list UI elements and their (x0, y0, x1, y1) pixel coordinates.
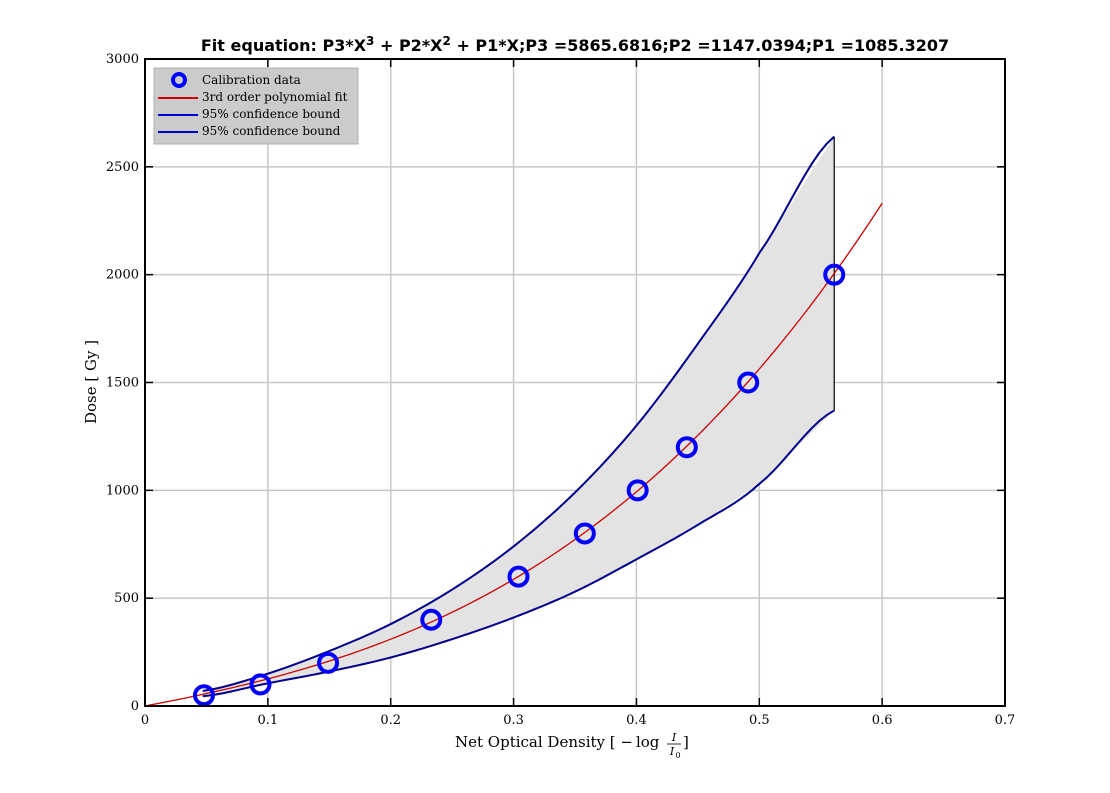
y-axis-label: Dose [ Gy ] (82, 340, 100, 424)
calibration-point (573, 522, 596, 545)
calibration-point (249, 673, 272, 696)
legend-entry-bound-lower: 95% confidence bound (158, 124, 341, 138)
calibration-point (192, 684, 215, 707)
xlabel-fraction-numerator: I (671, 731, 677, 744)
calibration-point (626, 479, 649, 502)
calibration-point (737, 371, 760, 394)
calibration-point (507, 565, 530, 588)
legend-entry-calibration: Calibration data (171, 72, 301, 88)
x-tick-label: 0.6 (872, 713, 893, 728)
xlabel-fraction-denominator: I (669, 745, 675, 758)
legend-entry-bound-upper: 95% confidence bound (158, 107, 341, 121)
xlabel-log: log (636, 733, 660, 751)
title-part-2: + P2*X (374, 36, 443, 55)
title-part-1: Fit equation: P3*X (201, 36, 367, 55)
xlabel-main: Net Optical Density [ (455, 733, 620, 751)
xlabel-fraction-subscript: 0 (675, 751, 680, 760)
x-tick-label: 0.1 (258, 713, 279, 728)
legend-entry-fit: 3rd order polynomial fit (158, 90, 348, 104)
chart-title: Fit equation: P3*X3 + P2*X2 + P1*X;P3 =5… (201, 34, 949, 55)
title-part-3: + P1*X;P3 =5865.6816;P2 =1147.0394;P1 =1… (451, 36, 949, 55)
x-tick-label: 0.2 (380, 713, 401, 728)
x-axis-label: Net Optical Density [ − log I I 0 ] (455, 731, 689, 760)
y-tick-label: 2000 (106, 268, 139, 283)
x-tick-label: 0 (141, 713, 149, 728)
lower-bound-line (202, 409, 835, 698)
x-tick-label: 0.5 (749, 713, 770, 728)
y-tick-label: 0 (131, 699, 139, 714)
x-tick-label: 0.3 (503, 713, 524, 728)
legend-label-bound-lower: 95% confidence bound (202, 124, 341, 138)
axis-ticks (144, 58, 1006, 707)
calibration-point (823, 263, 846, 286)
legend-label-calibration: Calibration data (202, 73, 301, 87)
legend-label-bound-upper: 95% confidence bound (202, 107, 341, 121)
x-axis-label-text: Net Optical Density [ − log (455, 733, 660, 751)
y-tick-label: 3000 (106, 52, 139, 67)
calibration-markers (192, 263, 846, 707)
x-tick-label: 0.7 (995, 713, 1016, 728)
upper-bound-line (202, 135, 835, 692)
tick-labels: 0 0.1 0.2 0.3 0.4 0.5 0.6 0.7 0 500 1000 1500 2000 25… (106, 52, 1015, 728)
legend-marker-icon (171, 72, 187, 88)
legend: Calibration data 3rd order polynomial fi… (153, 67, 359, 145)
calibration-point (420, 608, 443, 631)
y-tick-label: 500 (114, 591, 139, 606)
title-exponent-3: 3 (366, 34, 374, 48)
title-exponent-2: 2 (443, 34, 451, 48)
calibration-point (675, 436, 698, 459)
xlabel-close-bracket: ] (683, 733, 689, 751)
y-tick-label: 1000 (106, 483, 139, 498)
x-tick-label: 0.4 (626, 713, 647, 728)
calibration-point (317, 651, 340, 674)
xlabel-minus: − (620, 733, 633, 751)
grid-lines (145, 59, 1005, 706)
y-tick-label: 2500 (106, 160, 139, 175)
legend-label-fit: 3rd order polynomial fit (202, 90, 348, 104)
y-tick-label: 1500 (106, 376, 139, 391)
